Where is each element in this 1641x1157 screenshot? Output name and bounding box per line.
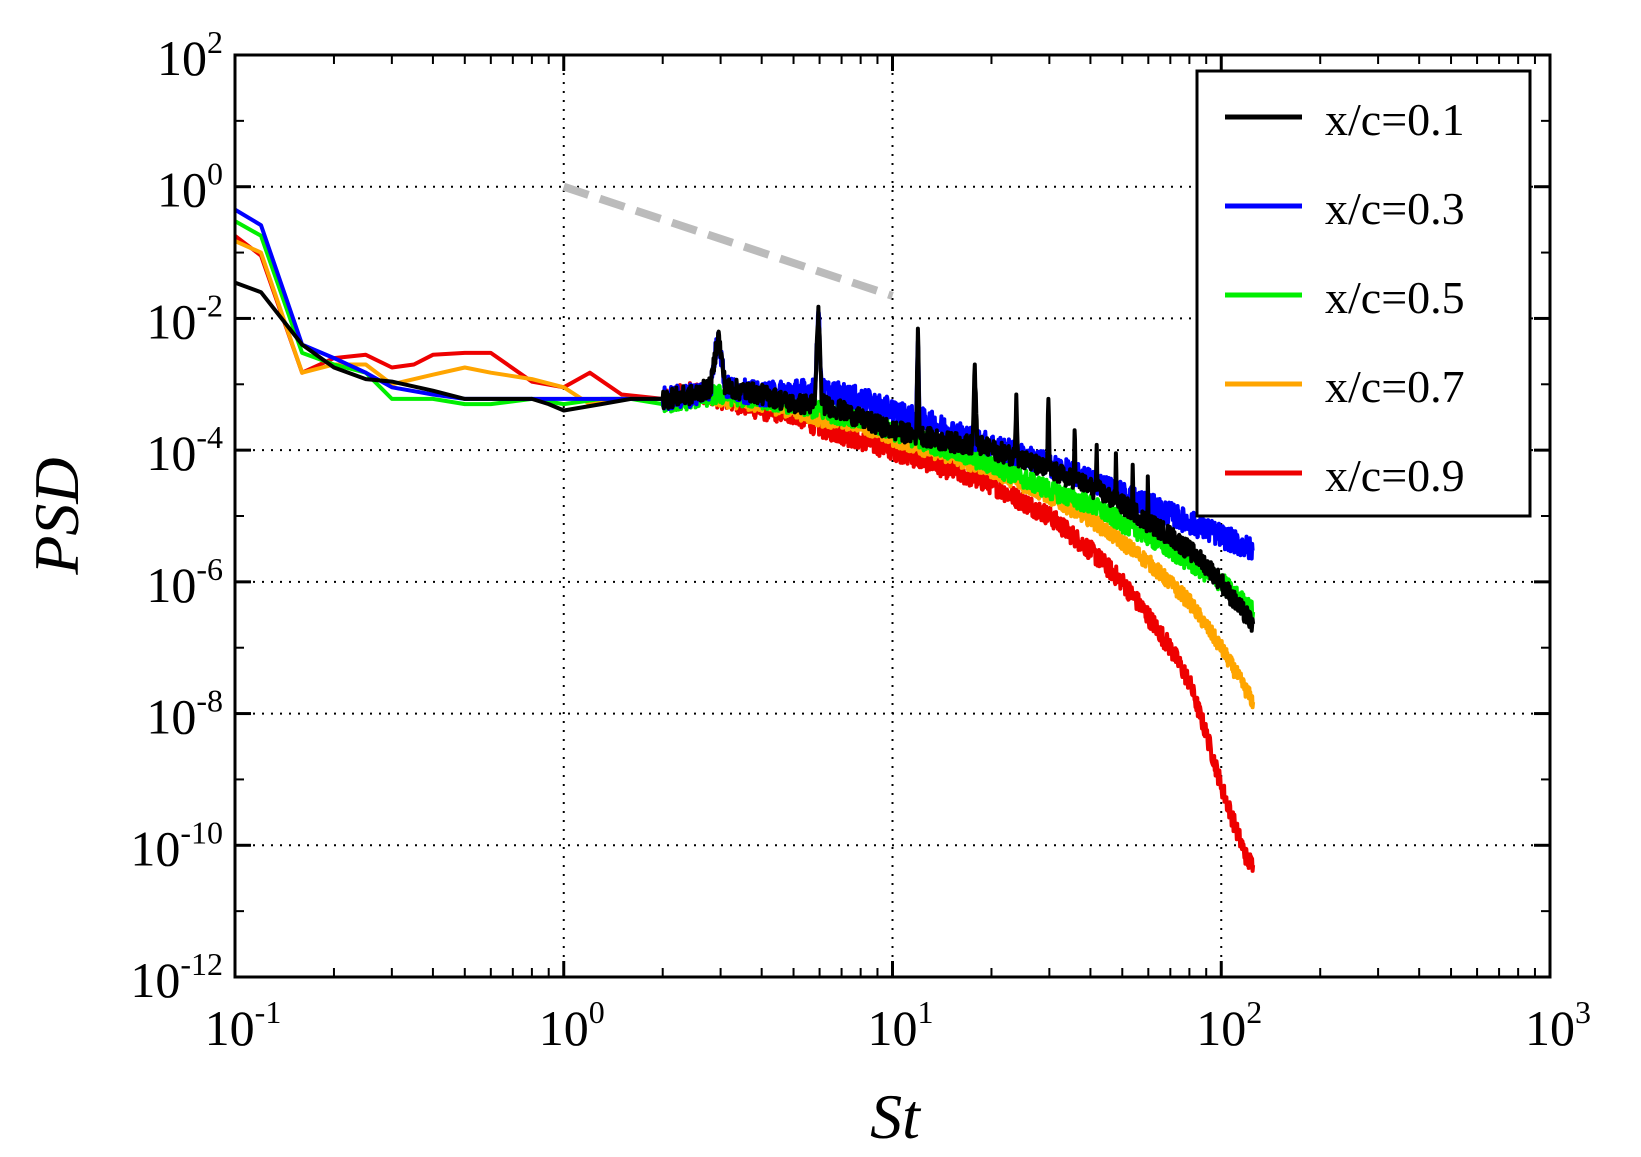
x-tick-label: 10-1 <box>205 994 282 1056</box>
y-tick-label-exponent: 2 <box>207 24 223 60</box>
data-series <box>233 207 1256 873</box>
x-tick-label-exponent: -1 <box>255 994 282 1030</box>
y-tick-label: 10-2 <box>146 287 223 349</box>
legend-label: x/c=0.3 <box>1325 183 1465 234</box>
y-tick-label-base: 10 <box>146 557 196 613</box>
legend-label: x/c=0.7 <box>1325 361 1465 412</box>
legend-label: x/c=0.1 <box>1325 94 1465 145</box>
legend-label: x/c=0.9 <box>1325 450 1465 501</box>
x-tick-label-exponent: 1 <box>918 994 934 1030</box>
y-tick-label-exponent: -4 <box>196 419 223 455</box>
y-tick-label-base: 10 <box>157 30 207 86</box>
tick-labels: 10-1 100 101 102 10310210010-210-410-610-810… <box>130 24 1591 1056</box>
y-tick-label-base: 10 <box>130 820 180 876</box>
x-tick-label-base: 10 <box>868 1000 918 1056</box>
y-tick-label: 102 <box>157 24 223 86</box>
reference-line <box>562 182 894 300</box>
y-tick-label-base: 10 <box>146 293 196 349</box>
y-tick-label: 10-10 <box>130 814 223 876</box>
y-tick-label-exponent: -2 <box>196 287 223 323</box>
y-tick-label: 100 <box>157 156 223 218</box>
x-tick-label-base: 10 <box>1196 1000 1246 1056</box>
x-tick-label-exponent: 2 <box>1246 994 1262 1030</box>
series-line-x/c=0.1 <box>234 280 1256 633</box>
y-tick-label-base: 10 <box>146 425 196 481</box>
y-tick-label-exponent: -8 <box>196 683 223 719</box>
x-tick-label: 100 <box>539 994 605 1056</box>
y-tick-label-exponent: -12 <box>180 946 223 982</box>
y-tick-label: 10-4 <box>146 419 223 481</box>
x-tick-label-exponent: 0 <box>589 994 605 1030</box>
y-tick-label-exponent: -6 <box>196 551 223 587</box>
y-tick-label-base: 10 <box>130 952 180 1008</box>
y-tick-label-exponent: -10 <box>180 814 223 850</box>
x-tick-label: 102 <box>1196 994 1262 1056</box>
reference-slope-line <box>562 182 894 300</box>
axes <box>233 53 1552 979</box>
legend-label: x/c=0.5 <box>1325 272 1465 323</box>
y-tick-label: 10-8 <box>146 683 223 745</box>
x-tick-label: 103 <box>1525 994 1591 1056</box>
y-axis-title: PSD <box>21 457 92 575</box>
x-tick-label-exponent: 3 <box>1575 994 1591 1030</box>
x-tick-label-base: 10 <box>1525 1000 1575 1056</box>
y-tick-label-base: 10 <box>157 162 207 218</box>
legend: x/c=0.1 x/c=0.3 x/c=0.5 x/c=0.7 x/c=0.9 <box>1195 69 1532 518</box>
y-tick-label: 10-12 <box>130 946 223 1008</box>
y-tick-label-base: 10 <box>146 689 196 745</box>
y-tick-label-exponent: 0 <box>207 156 223 192</box>
x-tick-label-base: 10 <box>539 1000 589 1056</box>
y-tick-label: 10-6 <box>146 551 223 613</box>
x-axis-title: St <box>870 1081 922 1152</box>
x-tick-label-base: 10 <box>205 1000 255 1056</box>
x-tick-label: 101 <box>868 994 934 1056</box>
